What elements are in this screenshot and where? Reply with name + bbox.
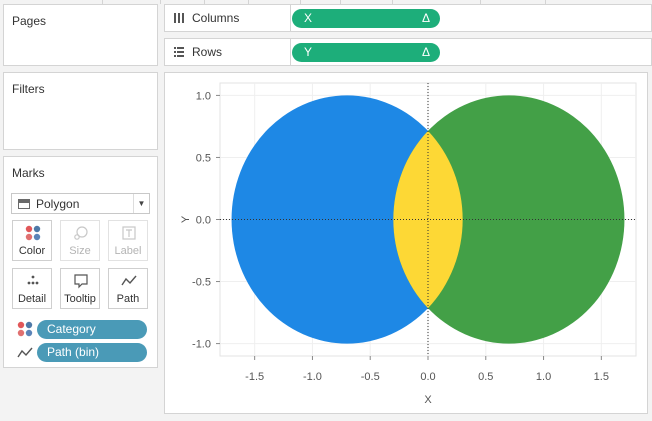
left-circle	[231, 95, 463, 344]
path-icon	[121, 275, 137, 286]
columns-icon	[174, 13, 184, 23]
x-tick-label: 0.0	[420, 371, 435, 383]
x-pill-label: X	[304, 11, 313, 25]
category-pill-label: Category	[47, 322, 96, 336]
label-icon	[122, 226, 136, 240]
pages-title: Pages	[12, 14, 47, 28]
filters-title: Filters	[12, 82, 45, 96]
columns-shelf[interactable]: Columns X Δ	[164, 4, 652, 32]
x-tick-label: 1.5	[594, 371, 609, 383]
rows-shelf[interactable]: Rows Y Δ	[164, 38, 652, 66]
mark-type-dropdown[interactable]: Polygon ▼	[11, 193, 150, 214]
pages-card[interactable]: Pages	[3, 4, 158, 66]
y-pill-label: Y	[304, 45, 313, 59]
marks-title: Marks	[12, 166, 45, 180]
size-button[interactable]: Size	[60, 220, 100, 261]
x-tick-label: 1.0	[536, 371, 551, 383]
shelf-divider	[290, 5, 291, 31]
x-axis-title: X	[424, 394, 432, 406]
path-bin-pill[interactable]: Path (bin)	[37, 343, 147, 362]
rows-shelf-label: Rows	[192, 45, 223, 59]
y-tick-label: -1.0	[192, 339, 211, 351]
detail-button-label: Detail	[17, 293, 47, 305]
path-button-label: Path	[116, 293, 140, 305]
label-button-label: Label	[114, 245, 142, 257]
tooltip-button-label: Tooltip	[64, 293, 96, 305]
size-icon	[74, 226, 88, 240]
detail-button[interactable]: Detail	[12, 268, 52, 309]
detail-icon	[27, 275, 39, 285]
mark-type-value: Polygon	[36, 197, 80, 211]
color-button-label: Color	[18, 245, 46, 257]
x-tick-label: -1.0	[303, 371, 322, 383]
shelf-divider	[290, 39, 291, 65]
x-tick-label: -0.5	[361, 371, 380, 383]
color-button[interactable]: Color	[12, 220, 52, 261]
delta-icon: Δ	[421, 45, 430, 59]
x-tick-label: -1.5	[245, 371, 264, 383]
y-pill[interactable]: Y Δ	[292, 43, 440, 62]
color-icon	[25, 225, 41, 241]
rows-icon	[174, 47, 184, 57]
category-pill[interactable]: Category	[37, 320, 147, 339]
path-icon	[17, 347, 33, 358]
y-tick-label: 1.0	[196, 90, 211, 102]
filters-card[interactable]: Filters	[3, 72, 158, 150]
x-pill[interactable]: X Δ	[292, 9, 440, 28]
y-tick-label: 0.5	[196, 152, 211, 164]
polygon-mark-icon	[18, 199, 30, 209]
venn-chart[interactable]: -1.5 -1.0 -0.5 0.0 0.5 1.0 1.5 1.0 0.5 0.0 -0.5 -1.…	[165, 73, 647, 413]
tooltip-button[interactable]: Tooltip	[60, 268, 100, 309]
view-canvas[interactable]: -1.5 -1.0 -0.5 0.0 0.5 1.0 1.5 1.0 0.5 0.0 -0.5 -1.…	[164, 72, 648, 414]
label-button[interactable]: Label	[108, 220, 148, 261]
color-icon	[17, 321, 33, 337]
y-tick-label: -0.5	[192, 277, 211, 289]
chevron-down-icon[interactable]: ▼	[133, 194, 149, 213]
x-tick-label: 0.5	[478, 371, 493, 383]
y-axis-title: Y	[180, 215, 192, 223]
path-button[interactable]: Path	[108, 268, 148, 309]
size-button-label: Size	[69, 245, 91, 257]
marks-card: Marks Polygon ▼ Color Size Label	[3, 156, 158, 368]
tooltip-icon	[74, 274, 88, 289]
delta-icon: Δ	[421, 11, 430, 25]
path-bin-pill-label: Path (bin)	[47, 345, 100, 359]
y-tick-label: 0.0	[196, 215, 211, 227]
columns-shelf-label: Columns	[192, 11, 240, 25]
top-toolbar-strip	[0, 0, 652, 5]
